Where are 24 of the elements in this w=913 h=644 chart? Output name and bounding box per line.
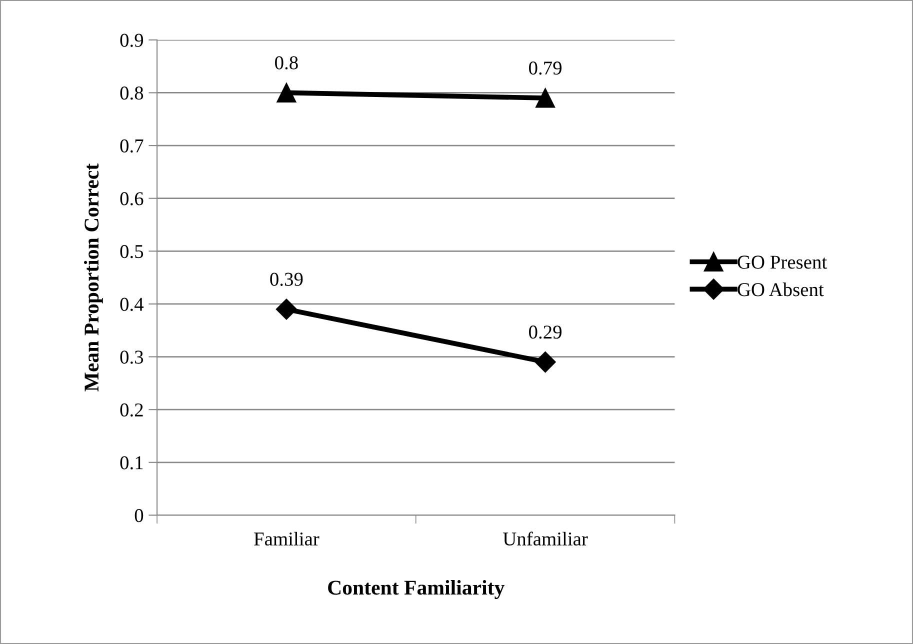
y-axis-title: Mean Proportion Correct <box>84 163 103 392</box>
y-tick-label: 0.4 <box>120 298 144 311</box>
y-tick-label: 0.1 <box>120 456 143 470</box>
point <box>276 83 296 102</box>
data-label: 0.8 <box>275 56 298 70</box>
x-axis-title: Content Familiarity <box>328 580 504 600</box>
y-tick-label: 0.3 <box>120 350 144 364</box>
point <box>536 88 556 108</box>
data-label: 0.29 <box>529 326 562 339</box>
legend-label: GO Present <box>738 256 828 269</box>
data-label: 0.79 <box>529 62 562 75</box>
data-label: 0.39 <box>270 272 303 286</box>
point <box>276 298 297 320</box>
y-tick-label: 0.7 <box>120 139 144 153</box>
x-tick-label: Unfamiliar <box>503 532 588 546</box>
x-tick-label: Familiar <box>254 532 320 546</box>
y-tick-label: 0.9 <box>120 34 144 47</box>
legend-label: GO Absent <box>738 282 824 296</box>
point <box>534 352 556 373</box>
y-tick-label: 0.8 <box>120 86 144 100</box>
y-tick-label: 0.5 <box>120 244 144 258</box>
y-tick-label: 0 <box>134 509 144 522</box>
y-tick-label: 0.2 <box>120 403 143 417</box>
y-tick-label: 0.6 <box>120 192 144 206</box>
